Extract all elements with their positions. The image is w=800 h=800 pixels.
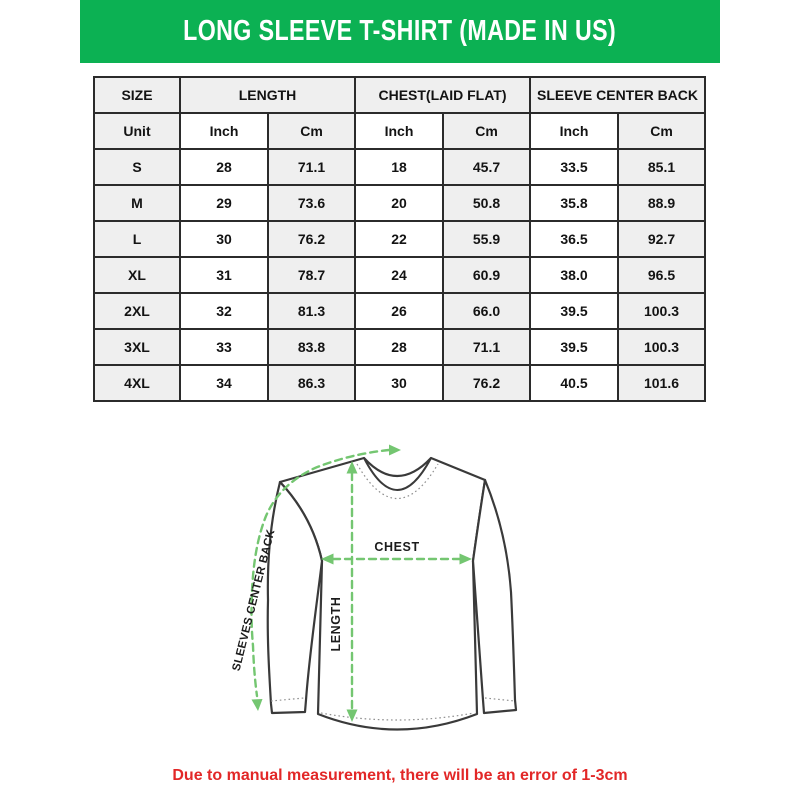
length-label: LENGTH [329, 597, 343, 652]
left-cuff-stitch [270, 697, 305, 702]
value-cell: 26 [354, 292, 444, 330]
table-header-cell: LENGTH [179, 76, 356, 114]
value-cell: 50.8 [442, 184, 531, 222]
unit-cell: Inch [529, 112, 619, 150]
value-cell: 83.8 [267, 328, 356, 366]
size-cell: M [93, 184, 181, 222]
value-cell: 76.2 [442, 364, 531, 402]
right-cuff-stitch [484, 697, 516, 702]
page-title: LONG SLEEVE T-SHIRT (MADE IN US) [183, 15, 617, 47]
value-cell: 96.5 [617, 256, 706, 294]
shirt-right-sleeve [471, 478, 518, 715]
value-cell: 71.1 [267, 148, 356, 186]
value-cell: 33.5 [529, 148, 619, 186]
size-cell: XL [93, 256, 181, 294]
value-cell: 78.7 [267, 256, 356, 294]
value-cell: 20 [354, 184, 444, 222]
value-cell: 85.1 [617, 148, 706, 186]
length-arrow [346, 461, 358, 722]
value-cell: 71.1 [442, 328, 531, 366]
value-cell: 81.3 [267, 292, 356, 330]
value-cell: 76.2 [267, 220, 356, 258]
value-cell: 60.9 [442, 256, 531, 294]
size-cell: L [93, 220, 181, 258]
value-cell: 92.7 [617, 220, 706, 258]
unit-cell: Cm [267, 112, 356, 150]
value-cell: 32 [179, 292, 269, 330]
table-row: 4XL 34 86.3 30 76.2 40.5 101.6 [93, 364, 706, 402]
value-cell: 101.6 [617, 364, 706, 402]
title-banner: LONG SLEEVE T-SHIRT (MADE IN US) [80, 0, 720, 63]
size-cell: 4XL [93, 364, 181, 402]
unit-cell: Cm [617, 112, 706, 150]
table-row: 2XL 32 81.3 26 66.0 39.5 100.3 [93, 292, 706, 330]
table-row: M 29 73.6 20 50.8 35.8 88.9 [93, 184, 706, 222]
value-cell: 45.7 [442, 148, 531, 186]
value-cell: 18 [354, 148, 444, 186]
table-header-cell: SLEEVE CENTER BACK [529, 76, 706, 114]
hem-stitch [320, 712, 475, 721]
unit-row: Unit Inch Cm Inch Cm Inch Cm [93, 112, 706, 150]
shirt-left-sleeve [266, 480, 324, 715]
size-cell: S [93, 148, 181, 186]
value-cell: 55.9 [442, 220, 531, 258]
collar-band [363, 457, 432, 491]
table-row: 3XL 33 83.8 28 71.1 39.5 100.3 [93, 328, 706, 366]
value-cell: 39.5 [529, 328, 619, 366]
value-cell: 22 [354, 220, 444, 258]
value-cell: 30 [354, 364, 444, 402]
value-cell: 35.8 [529, 184, 619, 222]
value-cell: 31 [179, 256, 269, 294]
table-row: L 30 76.2 22 55.9 36.5 92.7 [93, 220, 706, 258]
value-cell: 38.0 [529, 256, 619, 294]
value-cell: 24 [354, 256, 444, 294]
table-row: XL 31 78.7 24 60.9 38.0 96.5 [93, 256, 706, 294]
value-cell: 28 [354, 328, 444, 366]
table-header-cell: CHEST(LAID FLAT) [354, 76, 531, 114]
size-chart-table: SIZE LENGTH CHEST(LAID FLAT) SLEEVE CENTER … [93, 76, 706, 402]
size-cell: 2XL [93, 292, 181, 330]
value-cell: 40.5 [529, 364, 619, 402]
chest-label: CHEST [374, 540, 419, 554]
unit-cell: Inch [354, 112, 444, 150]
unit-cell: Cm [442, 112, 531, 150]
value-cell: 30 [179, 220, 269, 258]
value-cell: 73.6 [267, 184, 356, 222]
value-cell: 34 [179, 364, 269, 402]
value-cell: 86.3 [267, 364, 356, 402]
size-cell: 3XL [93, 328, 181, 366]
disclaimer-text: Due to manual measurement, there will be… [172, 767, 628, 784]
table-header-cell: SIZE [93, 76, 181, 114]
value-cell: 88.9 [617, 184, 706, 222]
unit-cell: Inch [179, 112, 269, 150]
value-cell: 39.5 [529, 292, 619, 330]
unit-cell: Unit [93, 112, 181, 150]
value-cell: 100.3 [617, 292, 706, 330]
value-cell: 100.3 [617, 328, 706, 366]
value-cell: 29 [179, 184, 269, 222]
table-row: S 28 71.1 18 45.7 33.5 85.1 [93, 148, 706, 186]
value-cell: 36.5 [529, 220, 619, 258]
chest-arrow [321, 553, 472, 565]
value-cell: 66.0 [442, 292, 531, 330]
value-cell: 33 [179, 328, 269, 366]
table-header-row: SIZE LENGTH CHEST(LAID FLAT) SLEEVE CENTER … [93, 76, 706, 114]
sleeve-arrow [250, 444, 401, 711]
shirt-diagram: CHEST LENGTH SLEEVES CENTER BACK [150, 430, 650, 775]
value-cell: 28 [179, 148, 269, 186]
